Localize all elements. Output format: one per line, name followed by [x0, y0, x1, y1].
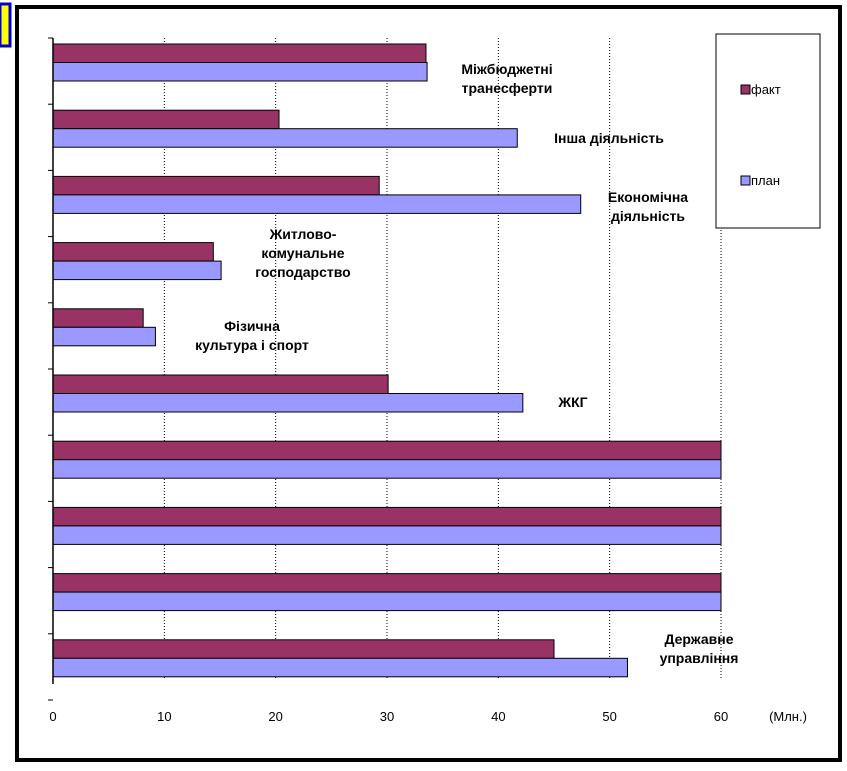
x-tick-label-40: 40 — [491, 709, 505, 724]
category-label-1-line-0: Інша діяльність — [554, 130, 664, 146]
category-label-4-line-1: культура і спорт — [195, 337, 309, 353]
bar-fact-8 — [52, 573, 722, 593]
bar-plan-4 — [52, 326, 156, 347]
x-tick-label-30: 30 — [380, 709, 394, 724]
legend-label-fact: факт — [751, 82, 781, 97]
category-label-2-line-0: Економічна — [608, 189, 688, 205]
x-tick-label-60: 60 — [714, 709, 728, 724]
legend-box — [715, 33, 821, 229]
x-tick-label-0: 0 — [49, 709, 56, 724]
corner-marker — [0, 2, 12, 48]
category-label-4-line-0: Фізична — [224, 318, 280, 334]
category-label-9: Державне управління — [660, 631, 739, 666]
category-label-2: Економічна діяльність — [608, 189, 688, 224]
bar-fact-0 — [52, 43, 427, 63]
legend-swatch-fact — [740, 84, 751, 95]
category-label-3: Житлово-комунальне господарство — [255, 226, 350, 280]
bars — [52, 43, 722, 678]
bar-plan-6 — [52, 459, 722, 479]
x-tick-label-10: 10 — [157, 709, 171, 724]
category-label-4: Фізична культура і спорт — [195, 318, 309, 353]
legend-label-plan: план — [751, 173, 780, 188]
bar-fact-9 — [52, 639, 555, 659]
bar-fact-1 — [52, 109, 280, 130]
category-label-9-line-0: Державне — [664, 631, 733, 647]
bar-fact-3 — [52, 242, 214, 262]
bar-plan-1 — [52, 128, 518, 148]
category-label-5-line-0: ЖКГ — [557, 394, 587, 410]
legend: факт план — [715, 33, 821, 229]
bar-fact-7 — [52, 506, 722, 527]
x-tick-labels: 0 10 20 30 40 50 60 — [49, 709, 728, 724]
category-label-3-line-1: комунальне — [261, 245, 344, 261]
bar-fact-6 — [52, 440, 722, 461]
category-label-0-line-0: Міжбюджетні — [461, 61, 552, 77]
bar-plan-5 — [52, 393, 524, 413]
category-label-0-line-1: транесферти — [462, 80, 553, 96]
category-label-9-line-1: управління — [660, 650, 739, 666]
legend-swatch-plan — [740, 175, 751, 186]
bar-plan-0 — [52, 62, 428, 82]
category-label-1: Інша діяльність — [554, 130, 664, 146]
axes — [48, 37, 54, 701]
category-label-3-line-2: господарство — [255, 264, 350, 280]
category-label-0: Міжбюджетні транесферти — [461, 61, 552, 96]
bar-plan-9 — [52, 657, 628, 678]
bar-fact-5 — [52, 374, 389, 394]
x-tick-label-20: 20 — [268, 709, 282, 724]
bar-plan-8 — [52, 591, 722, 612]
category-labels: Міжбюджетні транесферти Інша діяльність Еко… — [195, 61, 738, 666]
category-label-3-line-0: Житлово- — [269, 226, 337, 242]
category-label-5: ЖКГ — [557, 394, 587, 410]
category-label-2-line-1: діяльність — [611, 208, 685, 224]
bar-fact-2 — [52, 175, 380, 196]
bar-fact-4 — [52, 308, 144, 328]
bar-plan-2 — [52, 194, 582, 214]
x-axis-unit-label: (Млн.) — [769, 709, 807, 724]
x-tick-label-50: 50 — [602, 709, 616, 724]
bar-plan-3 — [52, 260, 222, 281]
bar-plan-7 — [52, 525, 722, 545]
